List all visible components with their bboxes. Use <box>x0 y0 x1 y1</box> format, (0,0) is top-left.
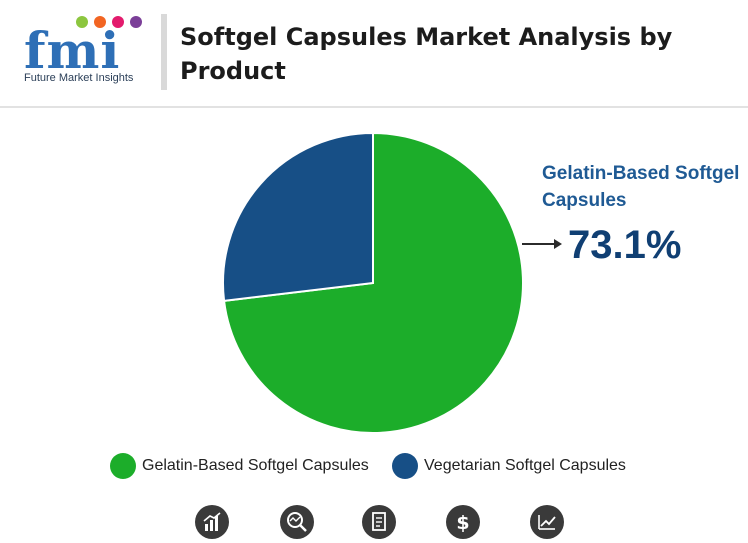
legend-swatch <box>392 453 418 479</box>
legend-label: Gelatin-Based Softgel Capsules <box>142 457 369 474</box>
pie-slice-vegetarian[interactable] <box>222 131 374 302</box>
dollar-icon[interactable]: $ <box>446 505 480 539</box>
logo-dot-icon <box>130 16 142 28</box>
callout-label: Gelatin-Based Softgel Capsules <box>542 163 740 211</box>
pie-chart <box>222 131 524 434</box>
trend-chart-icon[interactable] <box>530 505 564 539</box>
bar-growth-icon[interactable] <box>195 505 229 539</box>
legend-item-gelatin[interactable]: Gelatin-Based Softgel Capsules <box>110 452 369 480</box>
bottom-icon-row: $ <box>0 505 748 541</box>
fmi-logo[interactable]: fmi Future Market Insights <box>24 14 150 88</box>
page-title: Softgel Capsules Market Analysis by Prod… <box>180 23 673 85</box>
magnifier-chart-icon[interactable] <box>280 505 314 539</box>
logo-dot-icon <box>76 16 88 28</box>
header-divider <box>161 14 167 90</box>
logo-caption: Future Market Insights <box>24 72 134 84</box>
header: fmi Future Market Insights Softgel Capsu… <box>0 0 748 108</box>
logo-dot-icon <box>112 16 124 28</box>
svg-text:$: $ <box>456 512 469 534</box>
legend: Gelatin-Based Softgel Capsules Vegetaria… <box>0 452 748 480</box>
callout-value: 73.1% <box>568 223 682 267</box>
legend-label: Vegetarian Softgel Capsules <box>424 457 626 474</box>
legend-swatch <box>110 453 136 479</box>
logo-dot-icon <box>94 16 106 28</box>
header-rule <box>0 106 748 108</box>
document-icon[interactable] <box>362 505 396 539</box>
callout-arrow-icon <box>522 239 562 249</box>
legend-item-vegetarian[interactable]: Vegetarian Softgel Capsules <box>392 452 626 480</box>
logo-wordmark: fmi <box>24 21 121 80</box>
